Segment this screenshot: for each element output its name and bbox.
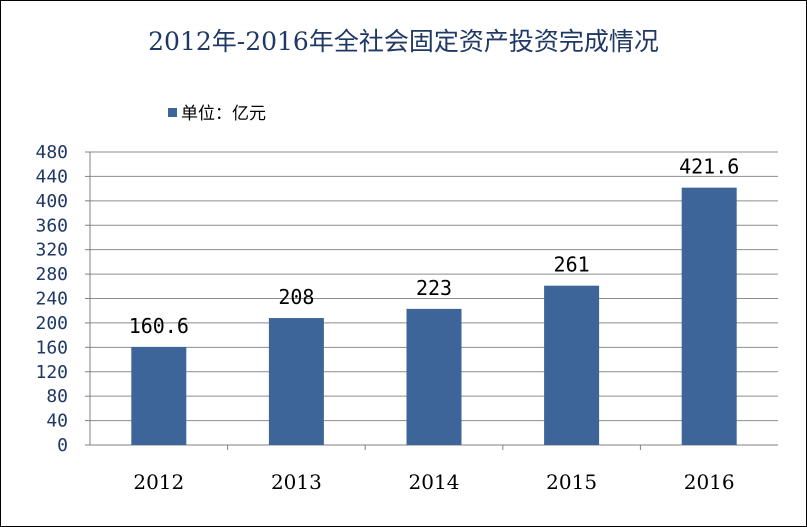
y-tick-label: 40	[46, 411, 68, 432]
x-tick-label: 2012	[133, 470, 184, 494]
legend-label: 单位：亿元	[181, 104, 266, 124]
y-tick-label: 480	[35, 142, 68, 163]
x-tick-label: 2014	[409, 470, 460, 494]
chart-title: 2012年-2016年全社会固定资产投资完成情况	[148, 27, 659, 56]
y-tick-label: 240	[35, 289, 68, 310]
legend: 单位：亿元	[168, 99, 266, 124]
y-tick-label: 360	[35, 215, 68, 236]
y-tick-label: 280	[35, 264, 68, 285]
data-label: 223	[416, 276, 452, 300]
y-tick-label: 440	[35, 166, 68, 187]
legend-swatch	[168, 107, 177, 117]
bar-2015	[544, 285, 600, 445]
y-tick-label: 200	[35, 313, 68, 334]
y-tick-label: 400	[35, 191, 68, 212]
data-label: 421.6	[679, 155, 739, 179]
data-label: 261	[554, 253, 590, 277]
bar-2013	[268, 318, 324, 445]
bar-2014	[406, 308, 462, 445]
y-tick-label: 320	[35, 240, 68, 261]
bar-2012	[131, 346, 187, 445]
x-tick-label: 2013	[271, 470, 322, 494]
data-label: 208	[278, 285, 314, 309]
bar-2016	[681, 187, 737, 446]
x-tick-label: 2016	[684, 470, 735, 494]
y-tick-label: 0	[57, 435, 68, 456]
y-tick-label: 160	[35, 337, 68, 358]
y-tick-label: 80	[46, 386, 68, 407]
data-label: 160.6	[129, 314, 189, 338]
x-tick-label: 2015	[546, 470, 597, 494]
y-tick-label: 120	[35, 362, 68, 383]
